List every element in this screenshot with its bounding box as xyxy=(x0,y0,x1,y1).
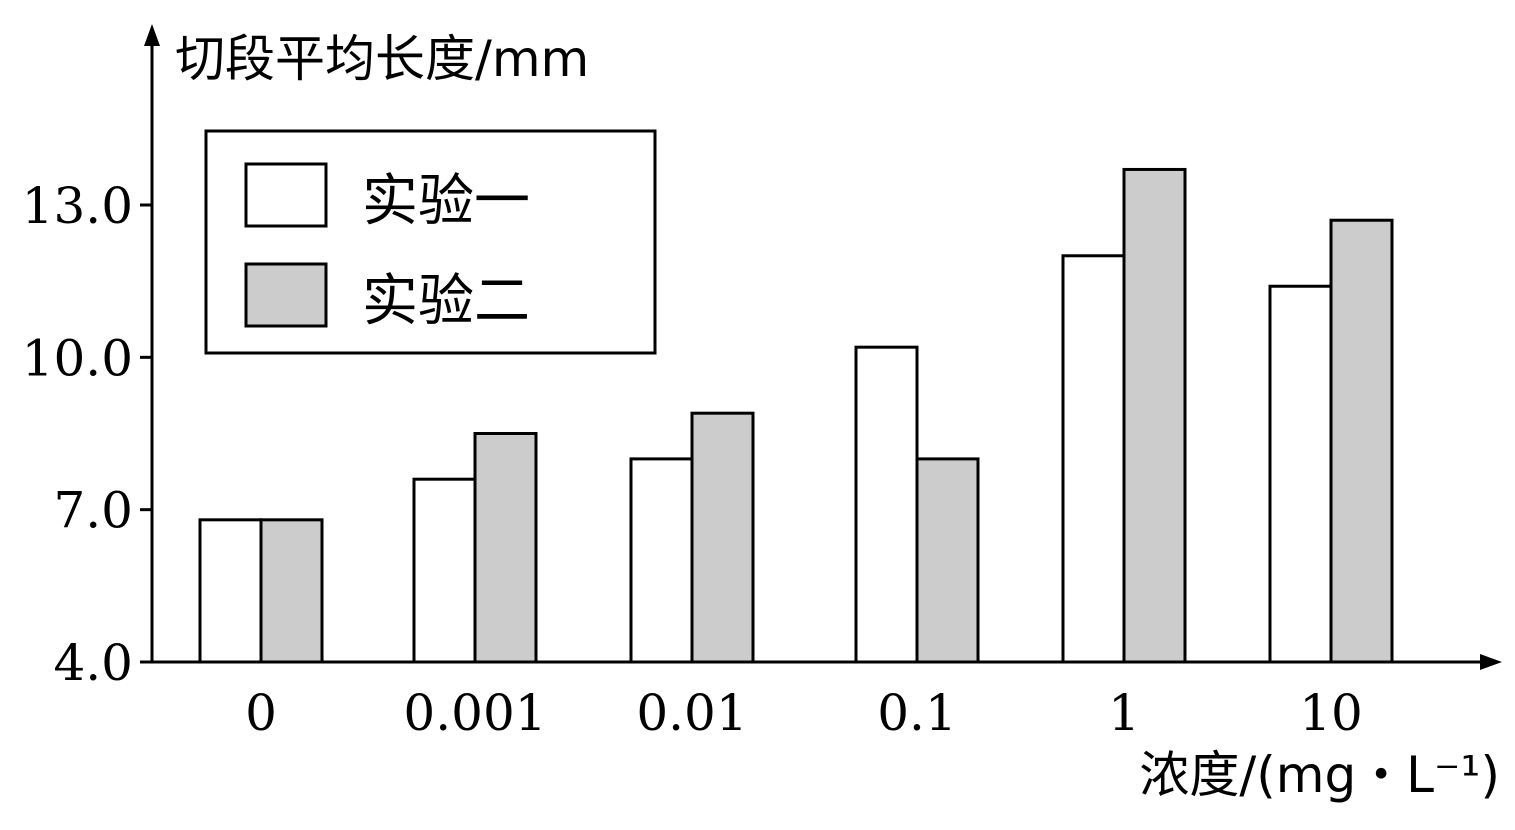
y-tick-label: 4.0 xyxy=(53,634,133,692)
y-axis-title: 切段平均长度/mm xyxy=(175,30,589,88)
x-tick-label: 1 xyxy=(1108,684,1140,742)
bar-series-1-0.1 xyxy=(854,345,919,664)
bar-series-2-0.001 xyxy=(473,432,538,664)
bars-group xyxy=(198,167,1394,664)
plot-area: 4.0 7.0 10.0 13.0 0 0.001 0.01 0.1 1 10 切段平均长度/m… xyxy=(22,24,1502,804)
x-tick-label: 10 xyxy=(1299,684,1363,742)
x-axis-title: 浓度/(mg・L⁻¹) xyxy=(1139,746,1500,804)
legend-label-series-2: 实验二 xyxy=(362,269,530,334)
bar-series-1-0.001 xyxy=(412,477,477,664)
x-tick-label: 0.1 xyxy=(877,684,957,742)
bar-series-2-0 xyxy=(259,518,324,664)
bar-series-2-10 xyxy=(1329,218,1394,664)
y-axis-arrow xyxy=(144,24,160,46)
y-tick-label: 13.0 xyxy=(22,177,133,235)
y-tick-label: 10.0 xyxy=(22,329,133,387)
bar-series-1-0 xyxy=(198,518,263,664)
y-ticks-group: 4.0 7.0 10.0 13.0 xyxy=(22,177,152,692)
bar-series-1-1 xyxy=(1061,254,1126,664)
legend: 实验一 实验二 xyxy=(204,129,657,355)
legend-label-series-1: 实验一 xyxy=(362,169,530,234)
x-tick-label: 0.01 xyxy=(636,684,747,742)
bar-series-2-0.01 xyxy=(690,411,755,664)
x-tick-label: 0 xyxy=(245,684,277,742)
bar-series-1-0.01 xyxy=(629,457,694,664)
x-tick-label: 0.001 xyxy=(403,684,546,742)
x-ticks-group: 0 0.001 0.01 0.1 1 10 xyxy=(245,684,1363,742)
bar-series-2-0.1 xyxy=(915,457,980,664)
bar-series-1-10 xyxy=(1268,284,1333,664)
legend-swatch-series-1 xyxy=(244,162,328,228)
legend-swatch-series-2 xyxy=(244,262,328,328)
x-axis-arrow xyxy=(1480,654,1502,670)
y-tick-label: 7.0 xyxy=(53,482,133,540)
bar-series-2-1 xyxy=(1122,167,1187,664)
